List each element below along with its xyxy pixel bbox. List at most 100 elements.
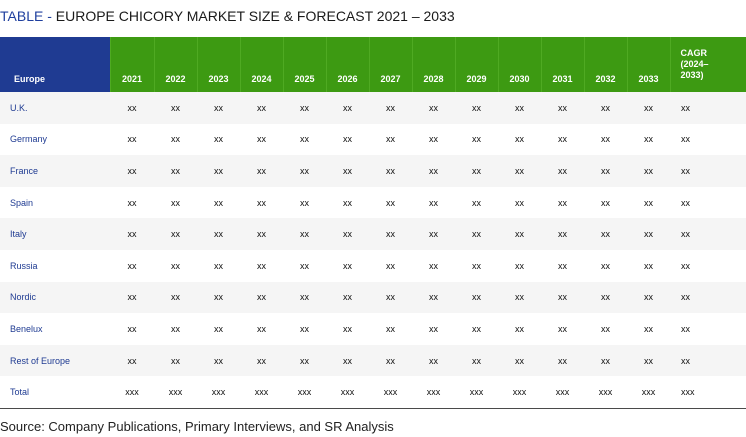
table-cell-value: xx <box>369 313 412 345</box>
table-cell-value: xx <box>154 313 197 345</box>
table-cell-value: xx <box>584 123 627 156</box>
table-cell-value: xx <box>541 186 584 219</box>
table-cell-value: xx <box>455 92 498 124</box>
table-cell-value: xx <box>283 186 326 219</box>
table-row: Rest of Europe xx xx xx xx xx xx xx xx xx xx xx xx xx… <box>0 344 746 377</box>
table-cell-value: xx <box>369 218 412 250</box>
table-cell-value: xx <box>369 249 412 282</box>
table-cell-value: xx <box>154 218 197 250</box>
table-cell-value: xx <box>197 344 240 377</box>
table-cell-cagr: xx <box>670 218 746 250</box>
table-cell-value: xx <box>240 123 283 156</box>
table-cell-value: xxx <box>627 376 670 409</box>
table-cell-value: xx <box>240 155 283 187</box>
table-cell-cagr: xx <box>670 313 746 345</box>
table-cell-value: xx <box>110 155 154 187</box>
table-cell-value: xx <box>110 249 154 282</box>
table-cell-cagr: xx <box>670 249 746 282</box>
table-cell-value: xxx <box>455 376 498 409</box>
table-cell-value: xx <box>627 92 670 124</box>
column-header-year: 2024 <box>239 37 283 92</box>
table-cell-cagr: xx <box>670 155 746 187</box>
table-cell-value: xx <box>326 123 369 156</box>
table-cell-value: xx <box>412 123 455 156</box>
table-cell-value: xx <box>326 92 369 124</box>
table-cell-value: xx <box>369 155 412 187</box>
table-cell-value: xx <box>498 123 541 156</box>
column-header-year: 2030 <box>497 37 541 92</box>
column-header-year: 2026 <box>325 37 369 92</box>
column-header-year: 2022 <box>153 37 197 92</box>
table-cell-value: xx <box>412 218 455 250</box>
table-cell-value: xx <box>627 123 670 156</box>
column-header-year: 2029 <box>454 37 498 92</box>
table-title: TABLE - EUROPE CHICORY MARKET SIZE & FOR… <box>0 8 455 24</box>
table-cell-value: xx <box>283 249 326 282</box>
table-cell-value: xx <box>455 344 498 377</box>
table-cell-cagr: xxx <box>670 376 746 409</box>
table-cell-value: xx <box>110 123 154 156</box>
table-cell-value: xx <box>412 313 455 345</box>
table-cell-value: xx <box>541 313 584 345</box>
table-row: Nordic xx xx xx xx xx xx xx xx xx xx xx xx xx xx <box>0 281 746 314</box>
table-row: France xx xx xx xx xx xx xx xx xx xx xx xx xx xx <box>0 155 746 187</box>
table-title-prefix: TABLE - <box>0 8 56 24</box>
table-cell-value: xx <box>627 186 670 219</box>
column-header-cagr: CAGR (2024– 2033) <box>669 37 746 92</box>
table-cell-value: xx <box>326 155 369 187</box>
table-cell-value: xx <box>455 186 498 219</box>
table-cell-value: xx <box>455 249 498 282</box>
table-cell-value: xx <box>498 218 541 250</box>
table-cell-value: xx <box>541 344 584 377</box>
table-cell-value: xx <box>283 123 326 156</box>
table-row: U.K. xx xx xx xx xx xx xx xx xx xx xx xx xx xx <box>0 92 746 124</box>
table-cell-value: xxx <box>197 376 240 409</box>
table-cell-value: xx <box>197 92 240 124</box>
table-cell-value: xx <box>369 344 412 377</box>
table-cell-value: xx <box>541 155 584 187</box>
table-cell-cagr: xx <box>670 281 746 314</box>
table-cell-value: xx <box>369 281 412 314</box>
table-cell-value: xx <box>283 155 326 187</box>
table-cell-value: xx <box>584 249 627 282</box>
cagr-header-line: (2024– <box>680 59 709 69</box>
market-size-table: Europe 2021 2022 2023 2024 2025 2026 202… <box>0 37 746 409</box>
table-cell-value: xxx <box>369 376 412 409</box>
table-cell-value: xx <box>326 313 369 345</box>
table-cell-value: xx <box>240 344 283 377</box>
table-row: Italy xx xx xx xx xx xx xx xx xx xx xx xx xx xx <box>0 218 746 250</box>
table-row: Spain xx xx xx xx xx xx xx xx xx xx xx xx xx xx <box>0 186 746 219</box>
table-cell-value: xxx <box>584 376 627 409</box>
row-region-label: U.K. <box>0 92 110 124</box>
table-cell-value: xx <box>627 249 670 282</box>
row-region-label: France <box>0 155 110 187</box>
table-cell-value: xx <box>498 344 541 377</box>
table-cell-value: xx <box>240 92 283 124</box>
table-cell-value: xxx <box>541 376 584 409</box>
row-region-label: Rest of Europe <box>0 344 110 377</box>
table-cell-value: xx <box>110 313 154 345</box>
table-cell-value: xx <box>326 281 369 314</box>
table-cell-value: xx <box>197 218 240 250</box>
table-cell-value: xx <box>154 281 197 314</box>
table-cell-value: xx <box>412 281 455 314</box>
cagr-header-line: CAGR <box>680 48 708 58</box>
table-cell-value: xx <box>455 155 498 187</box>
table-cell-value: xx <box>541 92 584 124</box>
table-cell-cagr: xx <box>670 123 746 156</box>
table-cell-value: xx <box>412 344 455 377</box>
table-cell-value: xx <box>541 249 584 282</box>
table-cell-value: xx <box>412 186 455 219</box>
table-row: Germany xx xx xx xx xx xx xx xx xx xx xx xx xx xx <box>0 123 746 156</box>
table-cell-value: xx <box>197 313 240 345</box>
table-cell-value: xx <box>498 186 541 219</box>
table-cell-value: xx <box>154 249 197 282</box>
table-cell-value: xx <box>240 218 283 250</box>
table-cell-value: xx <box>498 249 541 282</box>
column-header-year: 2023 <box>196 37 240 92</box>
table-cell-value: xx <box>627 155 670 187</box>
table-cell-value: xx <box>154 186 197 219</box>
table-cell-cagr: xx <box>670 186 746 219</box>
row-region-label: Germany <box>0 123 110 156</box>
table-cell-value: xx <box>369 186 412 219</box>
